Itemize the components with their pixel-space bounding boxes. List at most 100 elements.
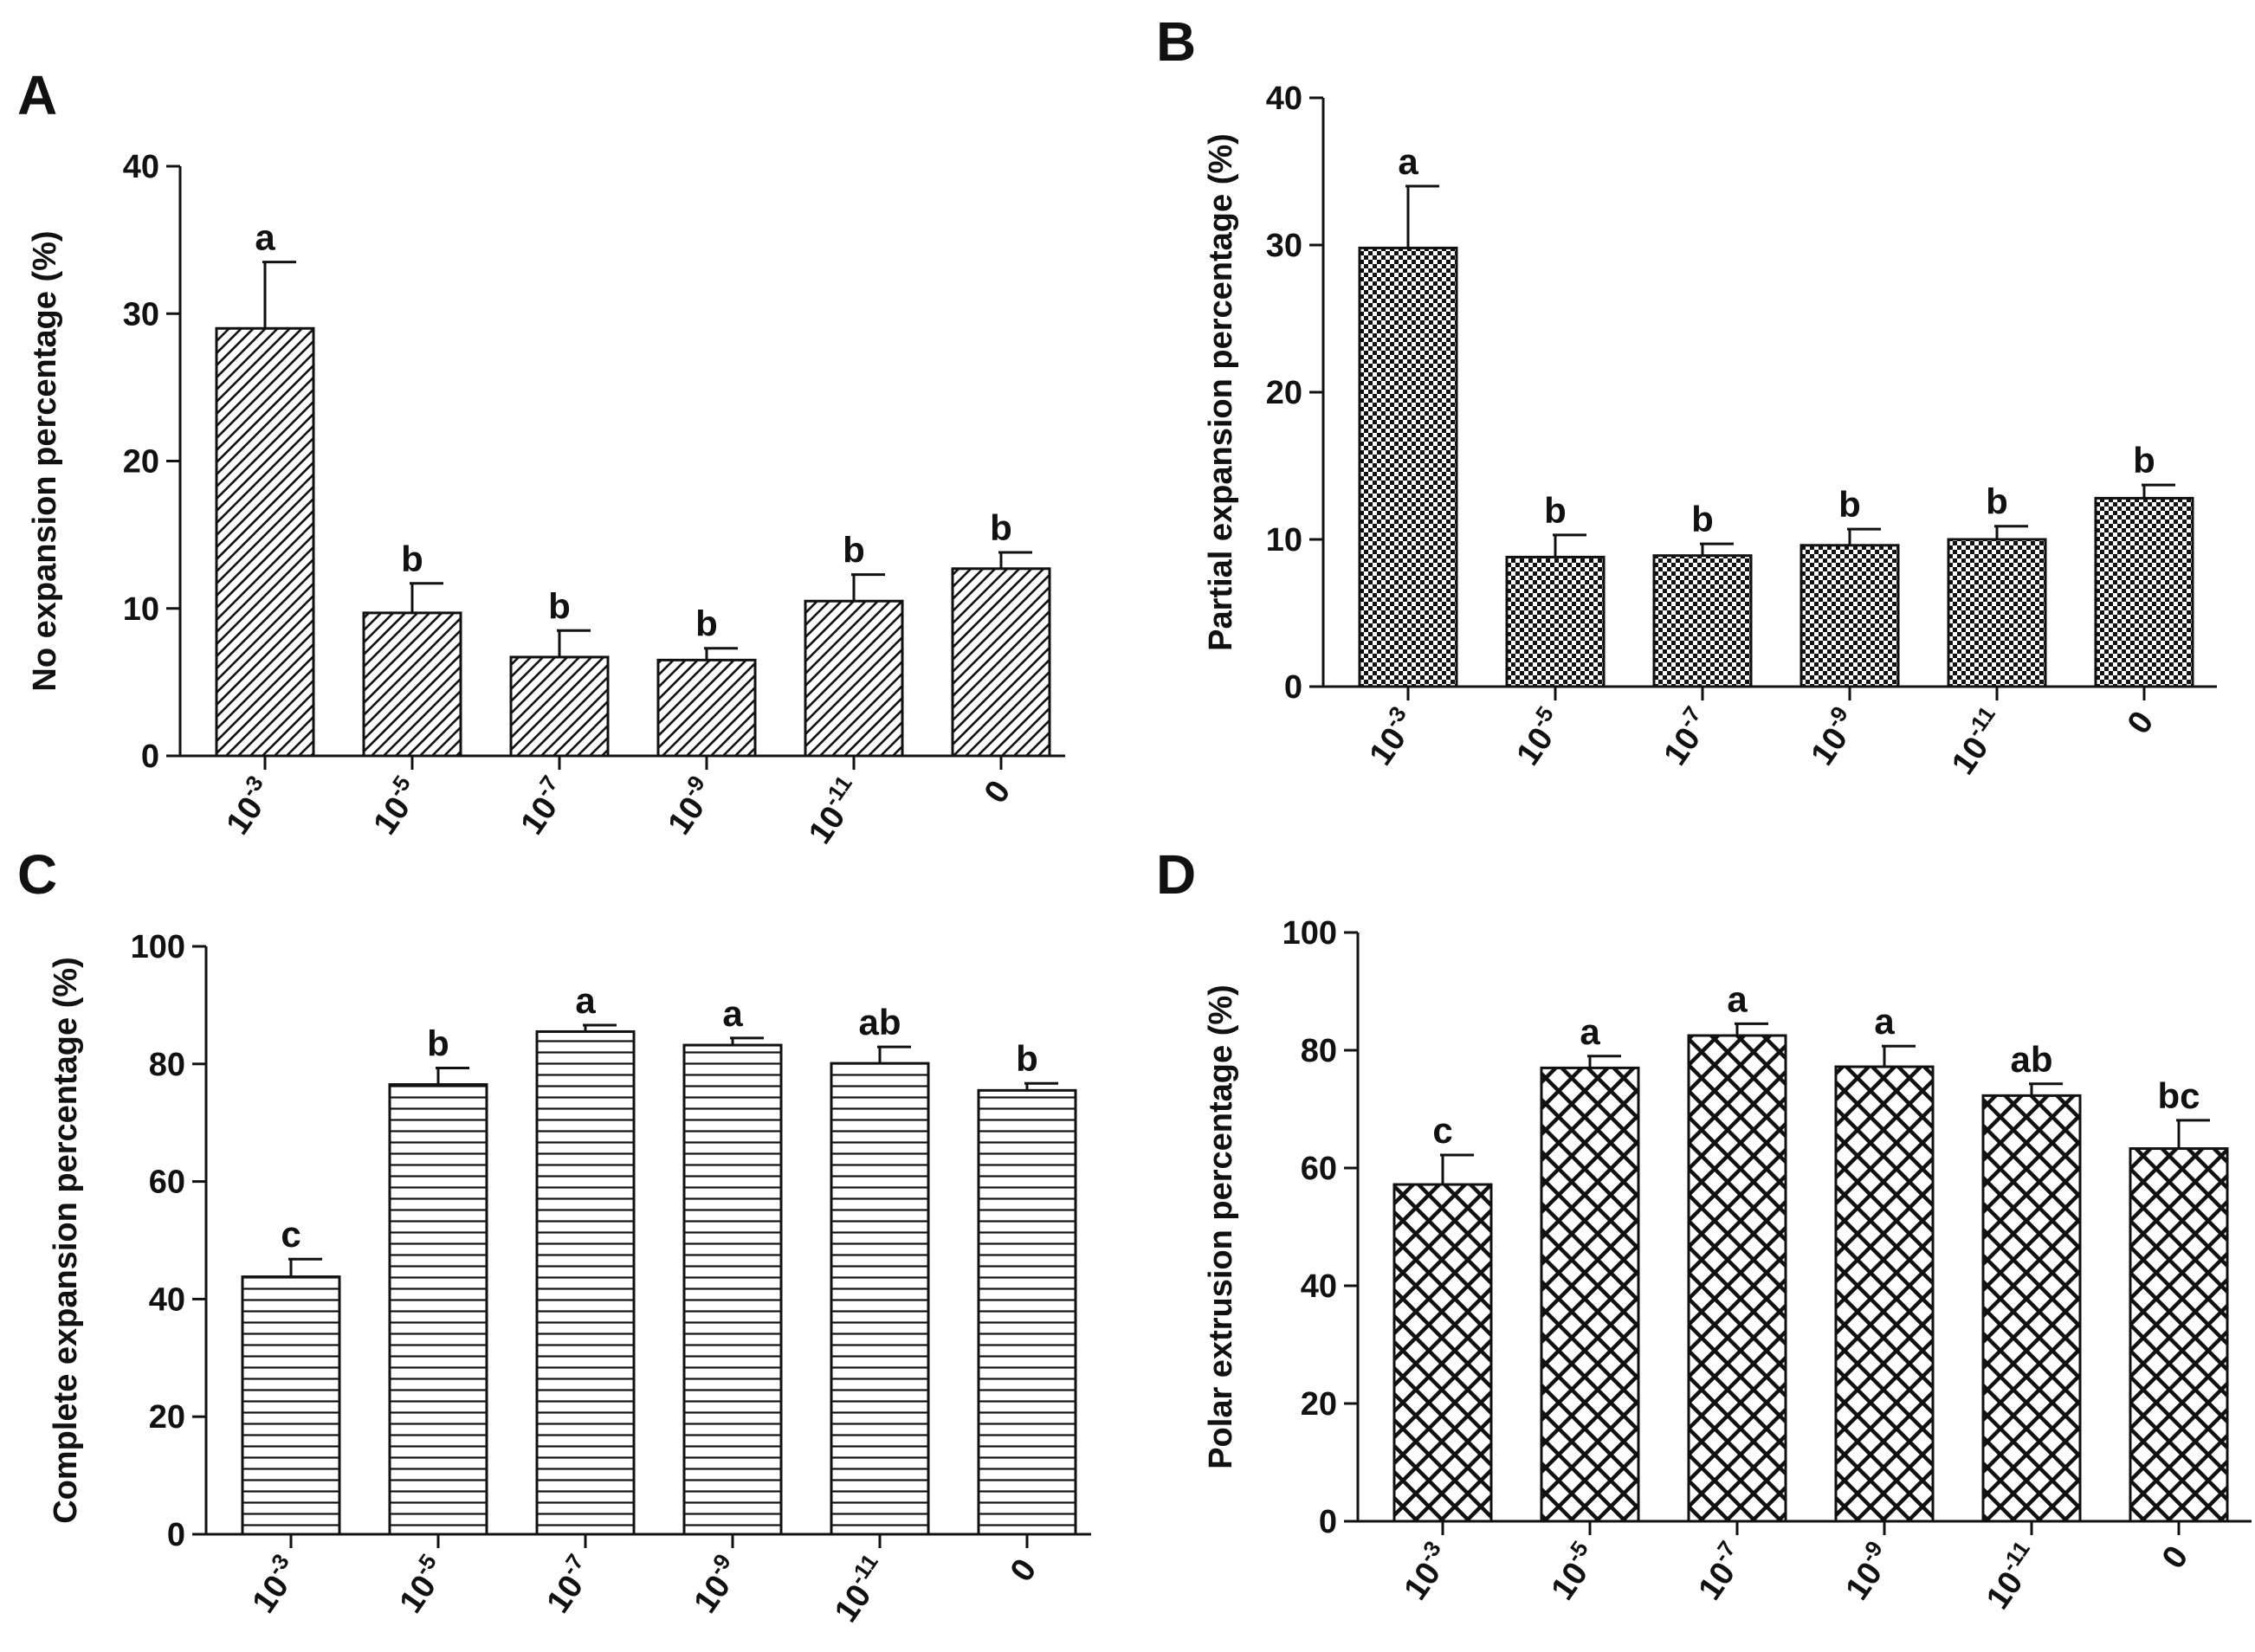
x-tick-base: 10	[661, 791, 712, 842]
y-axis-label: No expansion percentage (%)	[27, 230, 63, 691]
y-tick-label: 10	[1266, 522, 1302, 558]
x-tick-base: 10	[1980, 1565, 2031, 1617]
significance-letter: ab	[2010, 1039, 2052, 1080]
significance-letter: b	[1016, 1038, 1038, 1079]
y-axis-label: Polar extrusion percentage (%)	[1203, 984, 1239, 1469]
x-tick-label: 10-7	[1652, 701, 1720, 772]
significance-letter: b	[548, 585, 571, 626]
panel-d: D Polar extrusion percentage (%) 0 20 40 60 80…	[1156, 843, 2252, 1616]
x-tick-label: 10-9	[1834, 1536, 1902, 1607]
significance-letter: b	[427, 1023, 449, 1064]
significance-letter: a	[575, 980, 596, 1021]
bar	[1505, 555, 1606, 688]
x-tick-label: 0	[2121, 705, 2161, 740]
y-tick-label: 0	[1319, 1504, 1337, 1540]
x-tick-label: 10-3	[1358, 701, 1425, 772]
y-tick-label: 30	[123, 296, 159, 332]
bar	[2094, 496, 2194, 688]
x-tick-base: 10	[392, 1569, 443, 1620]
significance-letter: c	[1432, 1110, 1452, 1151]
x-tick-label: 10-3	[241, 1549, 308, 1620]
bar	[1540, 1066, 1640, 1523]
significance-letter: b	[1838, 484, 1861, 525]
y-tick-label: 40	[1266, 81, 1302, 117]
x-tick-base: 10	[1945, 731, 1996, 782]
y-tick-label: 20	[123, 444, 159, 481]
bar	[241, 1275, 341, 1536]
bar	[2129, 1147, 2229, 1523]
x-tick-label: 10-9	[1799, 701, 1867, 772]
bar	[1947, 538, 2047, 688]
panel-letter: A	[17, 64, 57, 126]
significance-letter: b	[1986, 481, 2008, 522]
x-tick-label: 10-5	[362, 771, 430, 842]
significance-letter: ab	[858, 1002, 901, 1042]
y-tick-label: 60	[1301, 1151, 1337, 1187]
panel-b: B Partial expansion percentage (%) 0 10 20 30…	[1156, 10, 2217, 781]
bar	[388, 1083, 488, 1536]
panel-c: C Complete expansion percentage (%) 0 20 40 6…	[17, 843, 1091, 1629]
bar	[215, 326, 315, 758]
x-tick-label: 10-3	[215, 771, 282, 842]
x-tick-label: 10-9	[682, 1549, 750, 1620]
y-axis-label: Partial expansion percentage (%)	[1203, 133, 1239, 651]
y-tick-label: 40	[1301, 1268, 1337, 1305]
x-tick-base: 10	[1838, 1556, 1890, 1607]
bar	[362, 611, 462, 758]
panel-a: A No expansion percentage (%) 0 10 20 30 40 a 10…	[17, 64, 1065, 850]
bar	[804, 599, 904, 758]
y-tick-label: 100	[1283, 915, 1337, 952]
y-tick-label: 20	[1266, 375, 1302, 411]
bar	[1652, 554, 1753, 688]
significance-letter: a	[1398, 141, 1418, 182]
x-tick-label: 10-9	[656, 771, 724, 842]
y-tick-label: 30	[1266, 228, 1302, 264]
x-tick-base: 10	[540, 1569, 591, 1620]
bar	[535, 1029, 636, 1536]
bar	[1834, 1065, 1935, 1523]
x-tick-label: 0	[1004, 1552, 1044, 1588]
bar	[1981, 1094, 2082, 1523]
significance-letter: a	[1727, 978, 1748, 1019]
x-tick-base: 10	[1804, 721, 1855, 772]
y-tick-label: 10	[123, 591, 159, 628]
x-tick-label: 10-7	[535, 1549, 603, 1620]
panel-letter: B	[1156, 10, 1196, 73]
x-tick-base: 0	[2155, 1539, 2196, 1575]
y-tick-label: 0	[167, 1517, 185, 1553]
x-tick-label: 10-5	[1505, 701, 1573, 772]
y-tick-label: 60	[149, 1165, 185, 1201]
x-tick-base: 0	[978, 774, 1018, 810]
significance-letter: c	[281, 1214, 300, 1255]
x-tick-label: 10-5	[388, 1549, 456, 1620]
y-tick-label: 80	[149, 1047, 185, 1083]
bar	[1687, 1034, 1787, 1523]
panel-letter: C	[17, 843, 57, 906]
y-tick-label: 20	[1301, 1386, 1337, 1423]
bar	[682, 1043, 783, 1536]
significance-letter: b	[1544, 490, 1567, 531]
x-tick-base: 0	[2121, 705, 2161, 740]
x-tick-base: 10	[687, 1569, 738, 1620]
bar	[830, 1062, 930, 1536]
x-tick-base: 10	[1362, 721, 1413, 772]
bar	[656, 658, 757, 758]
significance-letter: a	[255, 217, 275, 258]
x-tick-base: 10	[219, 791, 270, 842]
x-tick-base: 10	[366, 791, 417, 842]
x-tick-label: 10-7	[509, 771, 577, 842]
y-tick-label: 40	[149, 1281, 185, 1318]
y-axis-label: Complete expansion percentage (%)	[48, 957, 84, 1524]
significance-letter: b	[2133, 440, 2155, 481]
x-tick-base: 10	[1397, 1556, 1448, 1607]
x-tick-label: 10-11	[1940, 701, 2013, 781]
x-tick-label: 10-3	[1392, 1536, 1460, 1607]
x-tick-base: 10	[1691, 1556, 1742, 1607]
x-tick-base: 10	[514, 791, 565, 842]
y-tick-label: 20	[149, 1399, 185, 1436]
significance-letter: b	[695, 603, 718, 644]
significance-letter: bc	[2157, 1075, 2200, 1116]
x-tick-label: 10-11	[1974, 1536, 2048, 1616]
significance-letter: b	[843, 530, 865, 571]
